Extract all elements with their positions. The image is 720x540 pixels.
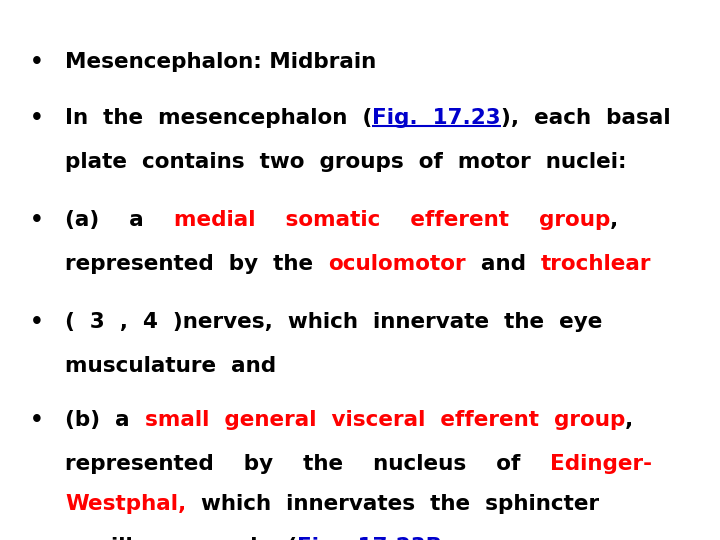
Text: •: •	[30, 52, 44, 72]
Text: Edinger-: Edinger-	[550, 454, 652, 474]
Text: trochlear: trochlear	[541, 254, 652, 274]
Text: ,: ,	[610, 210, 618, 230]
Text: In  the  mesencephalon  (: In the mesencephalon (	[65, 108, 372, 128]
Text: •: •	[30, 210, 44, 230]
Text: (b)  a: (b) a	[65, 410, 145, 430]
Text: •: •	[30, 410, 44, 430]
Text: ,: ,	[625, 410, 634, 430]
Text: and: and	[466, 254, 541, 274]
Text: Fig.  17.23: Fig. 17.23	[372, 108, 501, 128]
Text: Westphal,: Westphal,	[65, 494, 186, 514]
Text: represented  by  the: represented by the	[65, 254, 328, 274]
Text: pupillary  muscle  (: pupillary muscle (	[65, 537, 297, 540]
Text: Mesencephalon: Midbrain: Mesencephalon: Midbrain	[65, 52, 377, 72]
Text: which  innervates  the  sphincter: which innervates the sphincter	[186, 494, 599, 514]
Text: •: •	[30, 312, 44, 332]
Text: musculature  and: musculature and	[65, 356, 276, 376]
Text: oculomotor: oculomotor	[328, 254, 466, 274]
Text: Fig.  17.23B: Fig. 17.23B	[297, 537, 442, 540]
Text: represented    by    the    nucleus    of: represented by the nucleus of	[65, 454, 550, 474]
Text: ),  each  basal: ), each basal	[501, 108, 670, 128]
Text: medial    somatic    efferent    group: medial somatic efferent group	[174, 210, 610, 230]
Text: •: •	[30, 108, 44, 128]
Text: (a)    a: (a) a	[65, 210, 174, 230]
Text: plate  contains  two  groups  of  motor  nuclei:: plate contains two groups of motor nucle…	[65, 152, 626, 172]
Text: small  general  visceral  efferent  group: small general visceral efferent group	[145, 410, 625, 430]
Text: (  3  ,  4  )nerves,  which  innervate  the  eye: ( 3 , 4 )nerves, which innervate the eye	[65, 312, 603, 332]
